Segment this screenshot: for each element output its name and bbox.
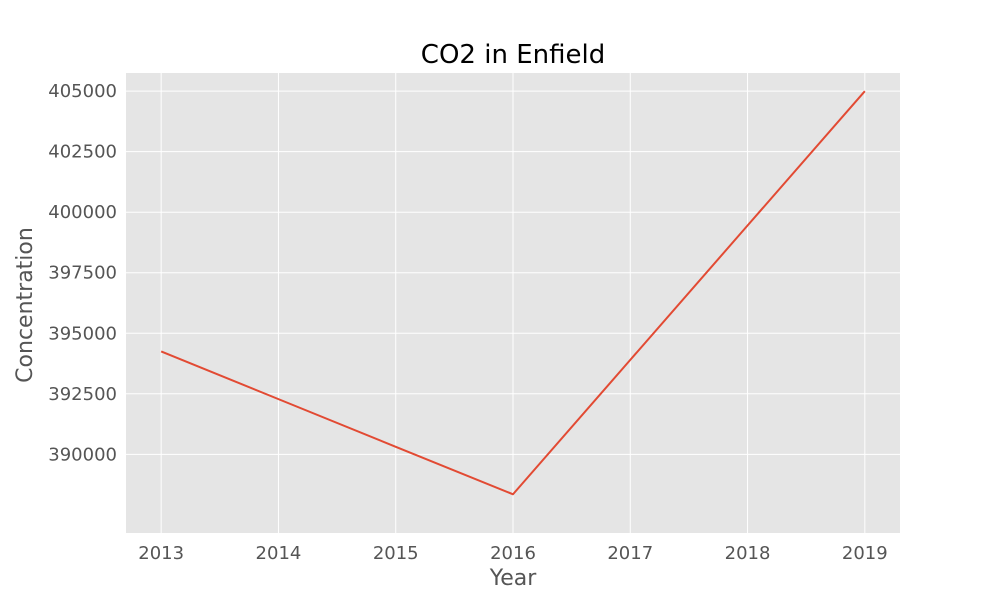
- x-tick-labels: 2013 2014 2015 2016 2017 2018 2019: [138, 543, 887, 564]
- x-axis-label: Year: [489, 566, 538, 591]
- series-line: [160, 90, 866, 496]
- vertical-gridlines: [160, 73, 866, 533]
- chart-title: CO2 in Enfield: [421, 40, 605, 70]
- x-tick-label: 2016: [490, 543, 536, 564]
- horizontal-gridlines: [126, 90, 900, 455]
- y-tick-label: 405000: [48, 81, 117, 102]
- x-tick-label: 2018: [725, 543, 771, 564]
- y-tick-label: 392500: [48, 384, 117, 405]
- y-tick-labels: 390000 392500 395000 397500 400000 402500 4050…: [48, 81, 117, 465]
- y-tick-label: 400000: [48, 202, 117, 223]
- series-layer: [160, 90, 866, 496]
- x-tick-label: 2013: [138, 543, 184, 564]
- y-tick-label: 402500: [48, 142, 117, 163]
- y-tick-label: 397500: [48, 263, 117, 284]
- x-tick-label: 2019: [842, 543, 888, 564]
- y-tick-label: 390000: [48, 444, 117, 465]
- x-tick-label: 2014: [256, 543, 302, 564]
- y-tick-label: 395000: [48, 323, 117, 344]
- y-axis-label: Concentration: [13, 227, 38, 383]
- x-tick-label: 2015: [373, 543, 419, 564]
- x-tick-label: 2017: [607, 543, 653, 564]
